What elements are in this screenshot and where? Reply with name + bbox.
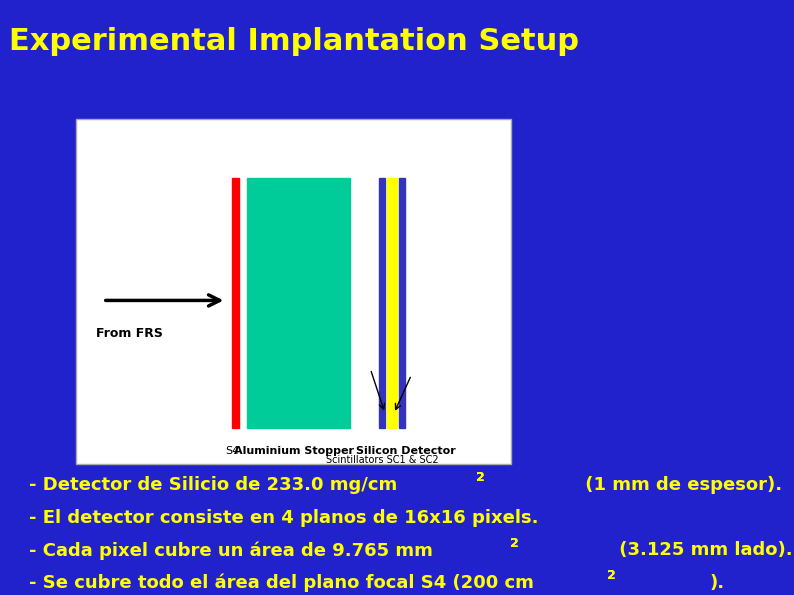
Text: 2: 2 [607,569,615,583]
Text: 2: 2 [476,471,484,484]
Text: Silicon Detector: Silicon Detector [356,446,456,456]
Text: - Se cubre todo el área del plano focal S4 (200 cm: - Se cubre todo el área del plano focal … [29,574,534,592]
Text: 2: 2 [476,471,484,484]
Bar [232,178,239,428]
Bar [387,178,397,428]
Bar [399,178,405,428]
Text: (1 mm de espesor).: (1 mm de espesor). [579,476,782,494]
Text: - El detector consiste en 4 planos de 16x16 pixels.: - El detector consiste en 4 planos de 16… [29,509,539,527]
Text: - Detector de Silicio de 233.0 mg/cm: - Detector de Silicio de 233.0 mg/cm [29,476,398,494]
Text: - Cada pixel cubre un área de 9.765 mm: - Cada pixel cubre un área de 9.765 mm [29,541,434,559]
FancyBboxPatch shape [76,119,511,464]
Text: Experimental Implantation Setup: Experimental Implantation Setup [9,27,579,56]
Text: 2: 2 [510,537,518,550]
Bar [247,178,350,428]
Text: 2: 2 [510,537,518,550]
Text: (3.125 mm lado).: (3.125 mm lado). [613,541,793,559]
Text: Scintillators SC1 & SC2: Scintillators SC1 & SC2 [326,455,438,465]
Text: From FRS: From FRS [96,327,163,340]
Bar [380,178,385,428]
Text: S4: S4 [225,446,239,456]
Text: Aluminium Stopper: Aluminium Stopper [234,446,354,456]
Text: ).: ). [710,574,725,592]
Text: 2: 2 [607,569,615,583]
